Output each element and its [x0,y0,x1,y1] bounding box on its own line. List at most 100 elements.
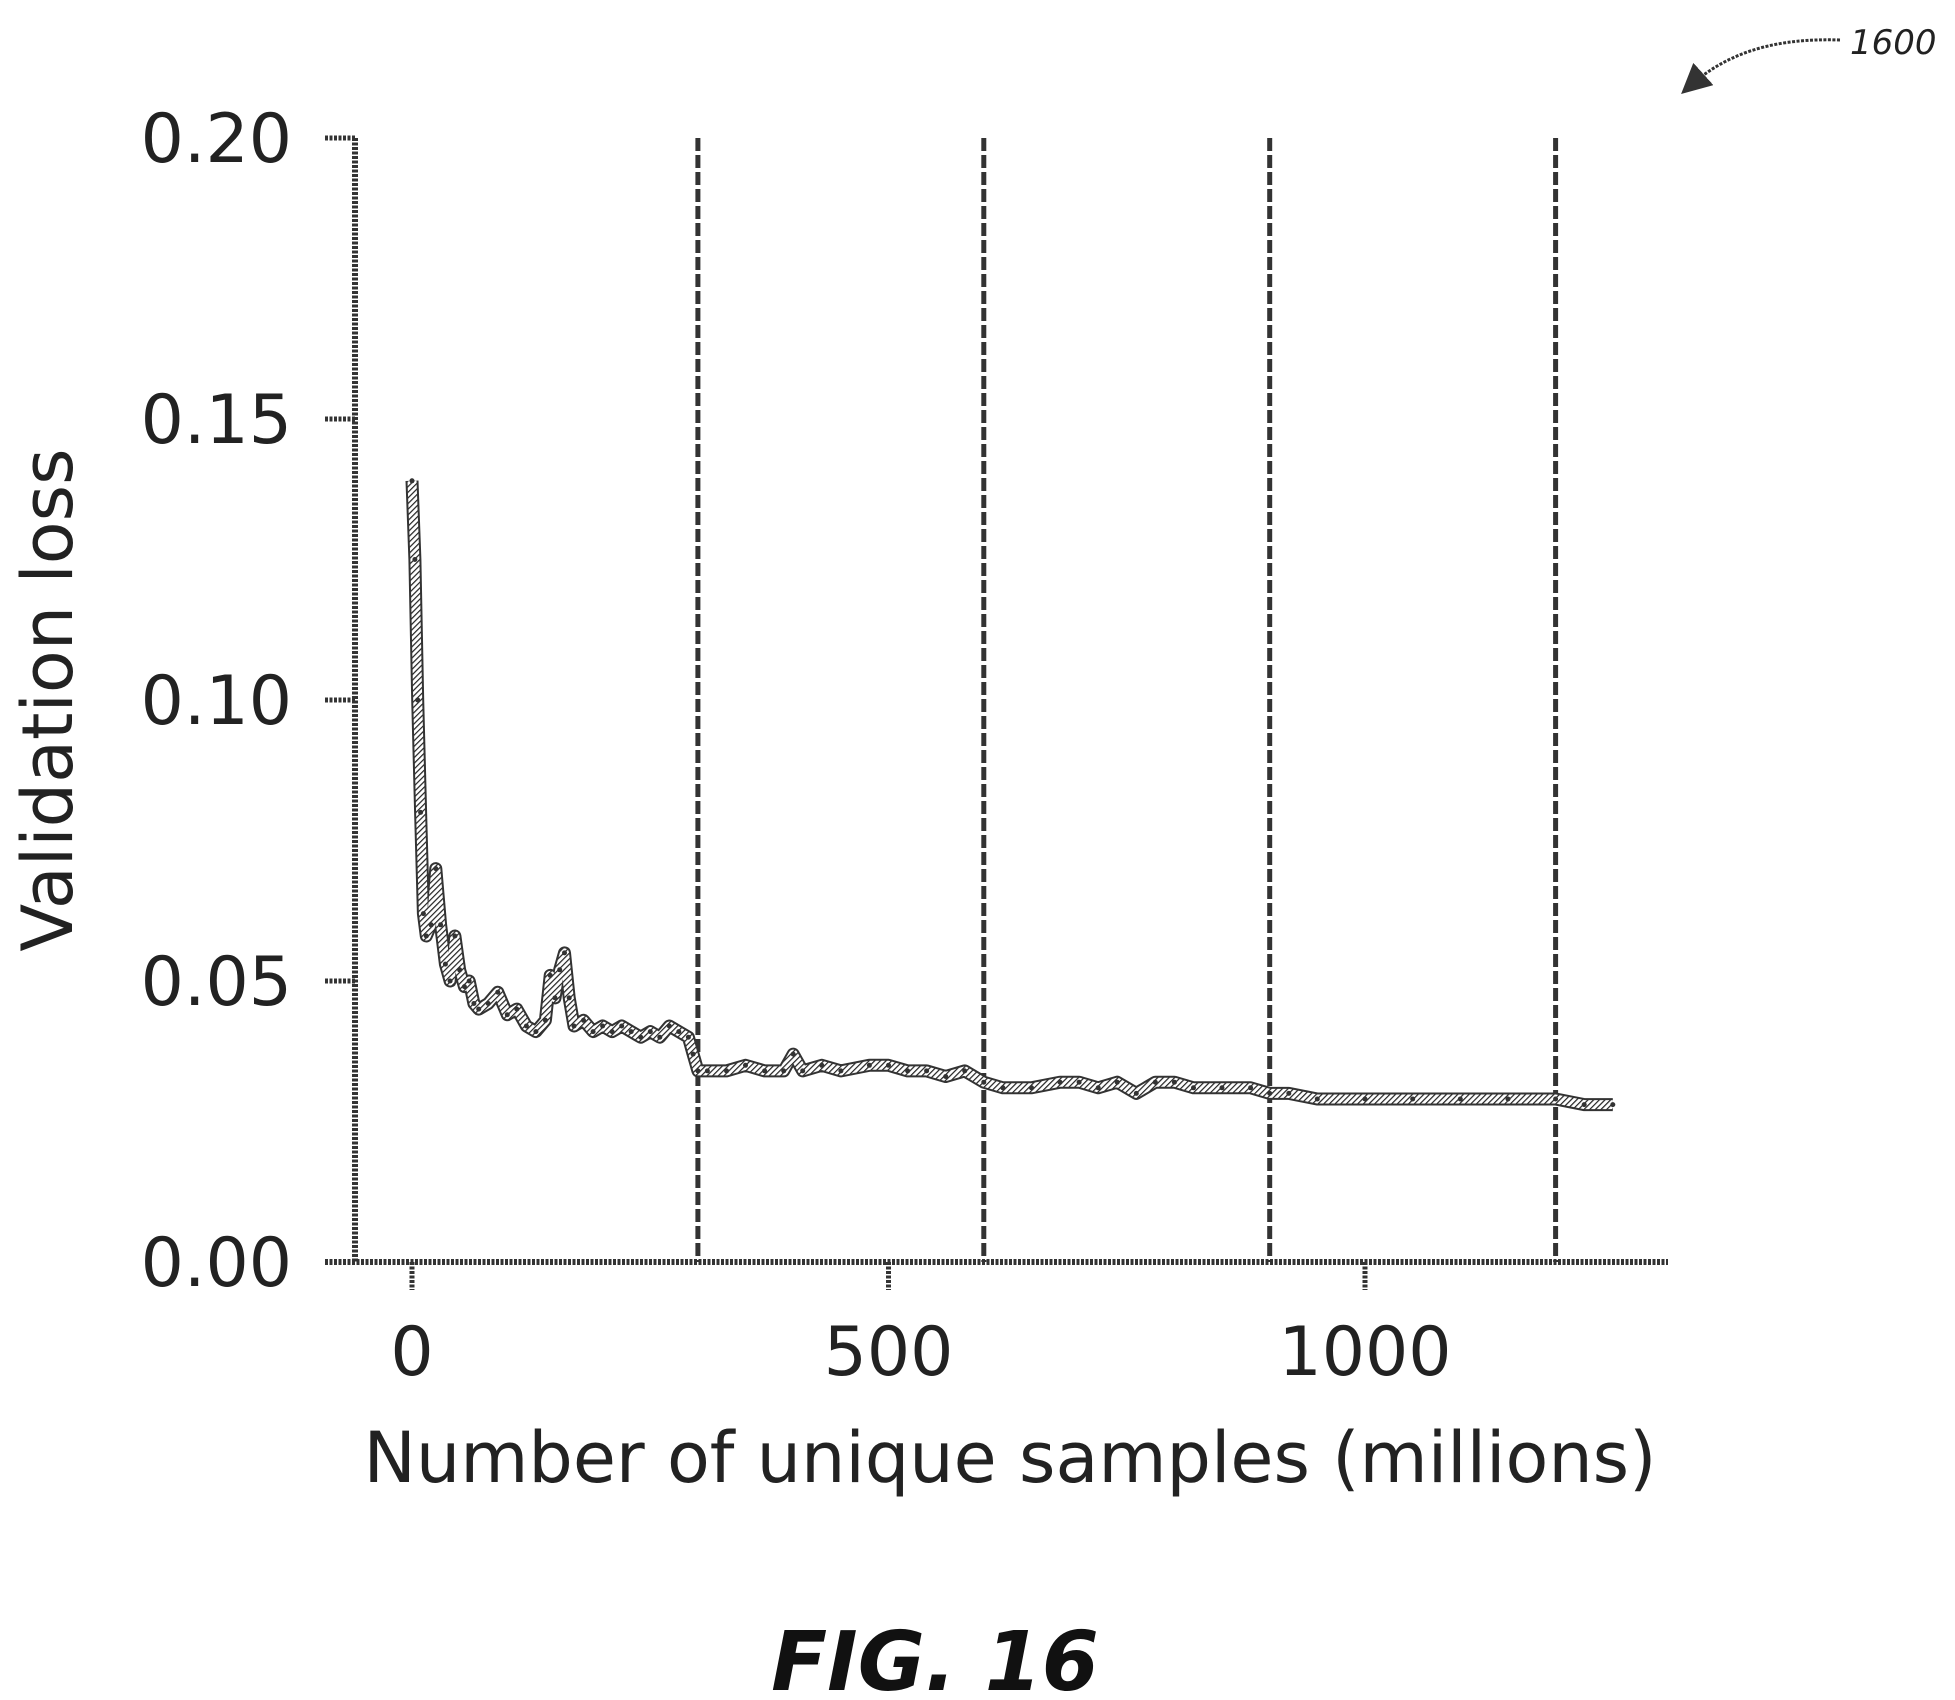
data-point [619,1023,625,1029]
y-tick-label: 0.05 [141,943,292,1022]
data-point [466,978,472,984]
data-point [504,1012,510,1018]
data-point [428,922,434,928]
data-point [1095,1085,1101,1091]
data-point [790,1051,796,1057]
y-tick-label: 0.10 [141,662,292,741]
reference-leader-arrow [1681,38,1841,95]
data-point [447,978,453,984]
data-point [420,911,426,917]
data-point [609,1029,615,1035]
x-axis-label: Number of unique samples (millions) [364,1417,1657,1499]
data-point [1581,1102,1587,1108]
y-tick-label: 0.00 [141,1224,292,1303]
data-point [452,933,458,939]
data-point [1133,1090,1139,1096]
y-axis-label: Validation loss [7,448,89,951]
plot-area [405,478,1616,1112]
data-point [628,1029,634,1035]
data-point [566,995,572,1001]
data-point [647,1029,653,1035]
data-point [1505,1096,1511,1102]
data-point [1457,1096,1463,1102]
data-point [819,1062,825,1068]
data-point [724,1068,729,1074]
data-point [657,1034,663,1040]
data-point [1152,1079,1158,1085]
data-point [409,478,415,484]
data-point [1191,1085,1196,1091]
data-point [1267,1090,1273,1096]
data-point [562,950,567,956]
data-point [1076,1079,1082,1085]
data-point [514,1006,520,1012]
data-point [905,1068,911,1074]
data-point [762,1068,768,1074]
data-point [552,995,558,1001]
data-point [781,1068,787,1074]
data-point [533,1029,539,1035]
data-point [461,984,467,990]
reference-numeral: 1600 [1850,23,1937,63]
data-point [1248,1085,1254,1091]
data-point [1410,1096,1416,1102]
figure-caption: FIG. 16 [771,1615,1099,1700]
data-point [1610,1102,1616,1108]
data-point [476,1006,482,1012]
y-tick-label: 0.20 [141,100,292,179]
data-point [1114,1079,1120,1085]
data-point [442,961,448,967]
data-point [838,1068,844,1074]
data-point [1286,1090,1292,1096]
data-point [962,1068,968,1074]
data-point [457,967,463,973]
data-point [695,1068,701,1074]
data-point [1553,1096,1559,1102]
y-tick-label: 0.15 [141,381,292,460]
data-point [495,989,501,995]
data-point [886,1062,891,1068]
data-point [590,1029,596,1035]
data-point [800,1068,806,1074]
series-line [407,480,1613,1110]
data-point [704,1068,710,1074]
data-point [1000,1085,1006,1091]
series-line-outline [405,480,1613,1112]
data-point [438,922,444,928]
data-point [423,933,429,939]
data-point [415,697,421,703]
data-point [547,972,553,978]
data-point [581,1017,586,1023]
data-point [1057,1079,1063,1085]
data-point [981,1079,987,1085]
data-point [1219,1085,1225,1091]
data-point [924,1068,930,1074]
data-point [418,809,424,815]
data-point [676,1029,682,1035]
data-point [542,1017,548,1023]
data-point [1171,1079,1177,1085]
data-point [571,1023,577,1029]
x-tick-label: 500 [824,1313,954,1392]
data-point [485,1001,491,1006]
y-axis: 0.00 0.05 0.10 0.15 0.20 [141,100,358,1303]
data-point [412,557,418,562]
data-point [743,1062,748,1068]
data-point [471,1001,477,1006]
data-point [433,866,439,872]
data-point [638,1034,644,1040]
data-point [1314,1096,1320,1102]
x-tick-label: 1000 [1278,1313,1451,1392]
data-point [666,1023,672,1029]
data-point [943,1074,949,1079]
data-point [557,967,563,973]
data-point [685,1034,691,1040]
data-point [690,1051,696,1057]
data-point [1362,1096,1368,1102]
x-axis: 0 500 1000 [325,1259,1668,1392]
data-point [600,1023,606,1029]
data-point [523,1023,529,1029]
data-point [1029,1085,1034,1091]
data-point [866,1062,872,1068]
